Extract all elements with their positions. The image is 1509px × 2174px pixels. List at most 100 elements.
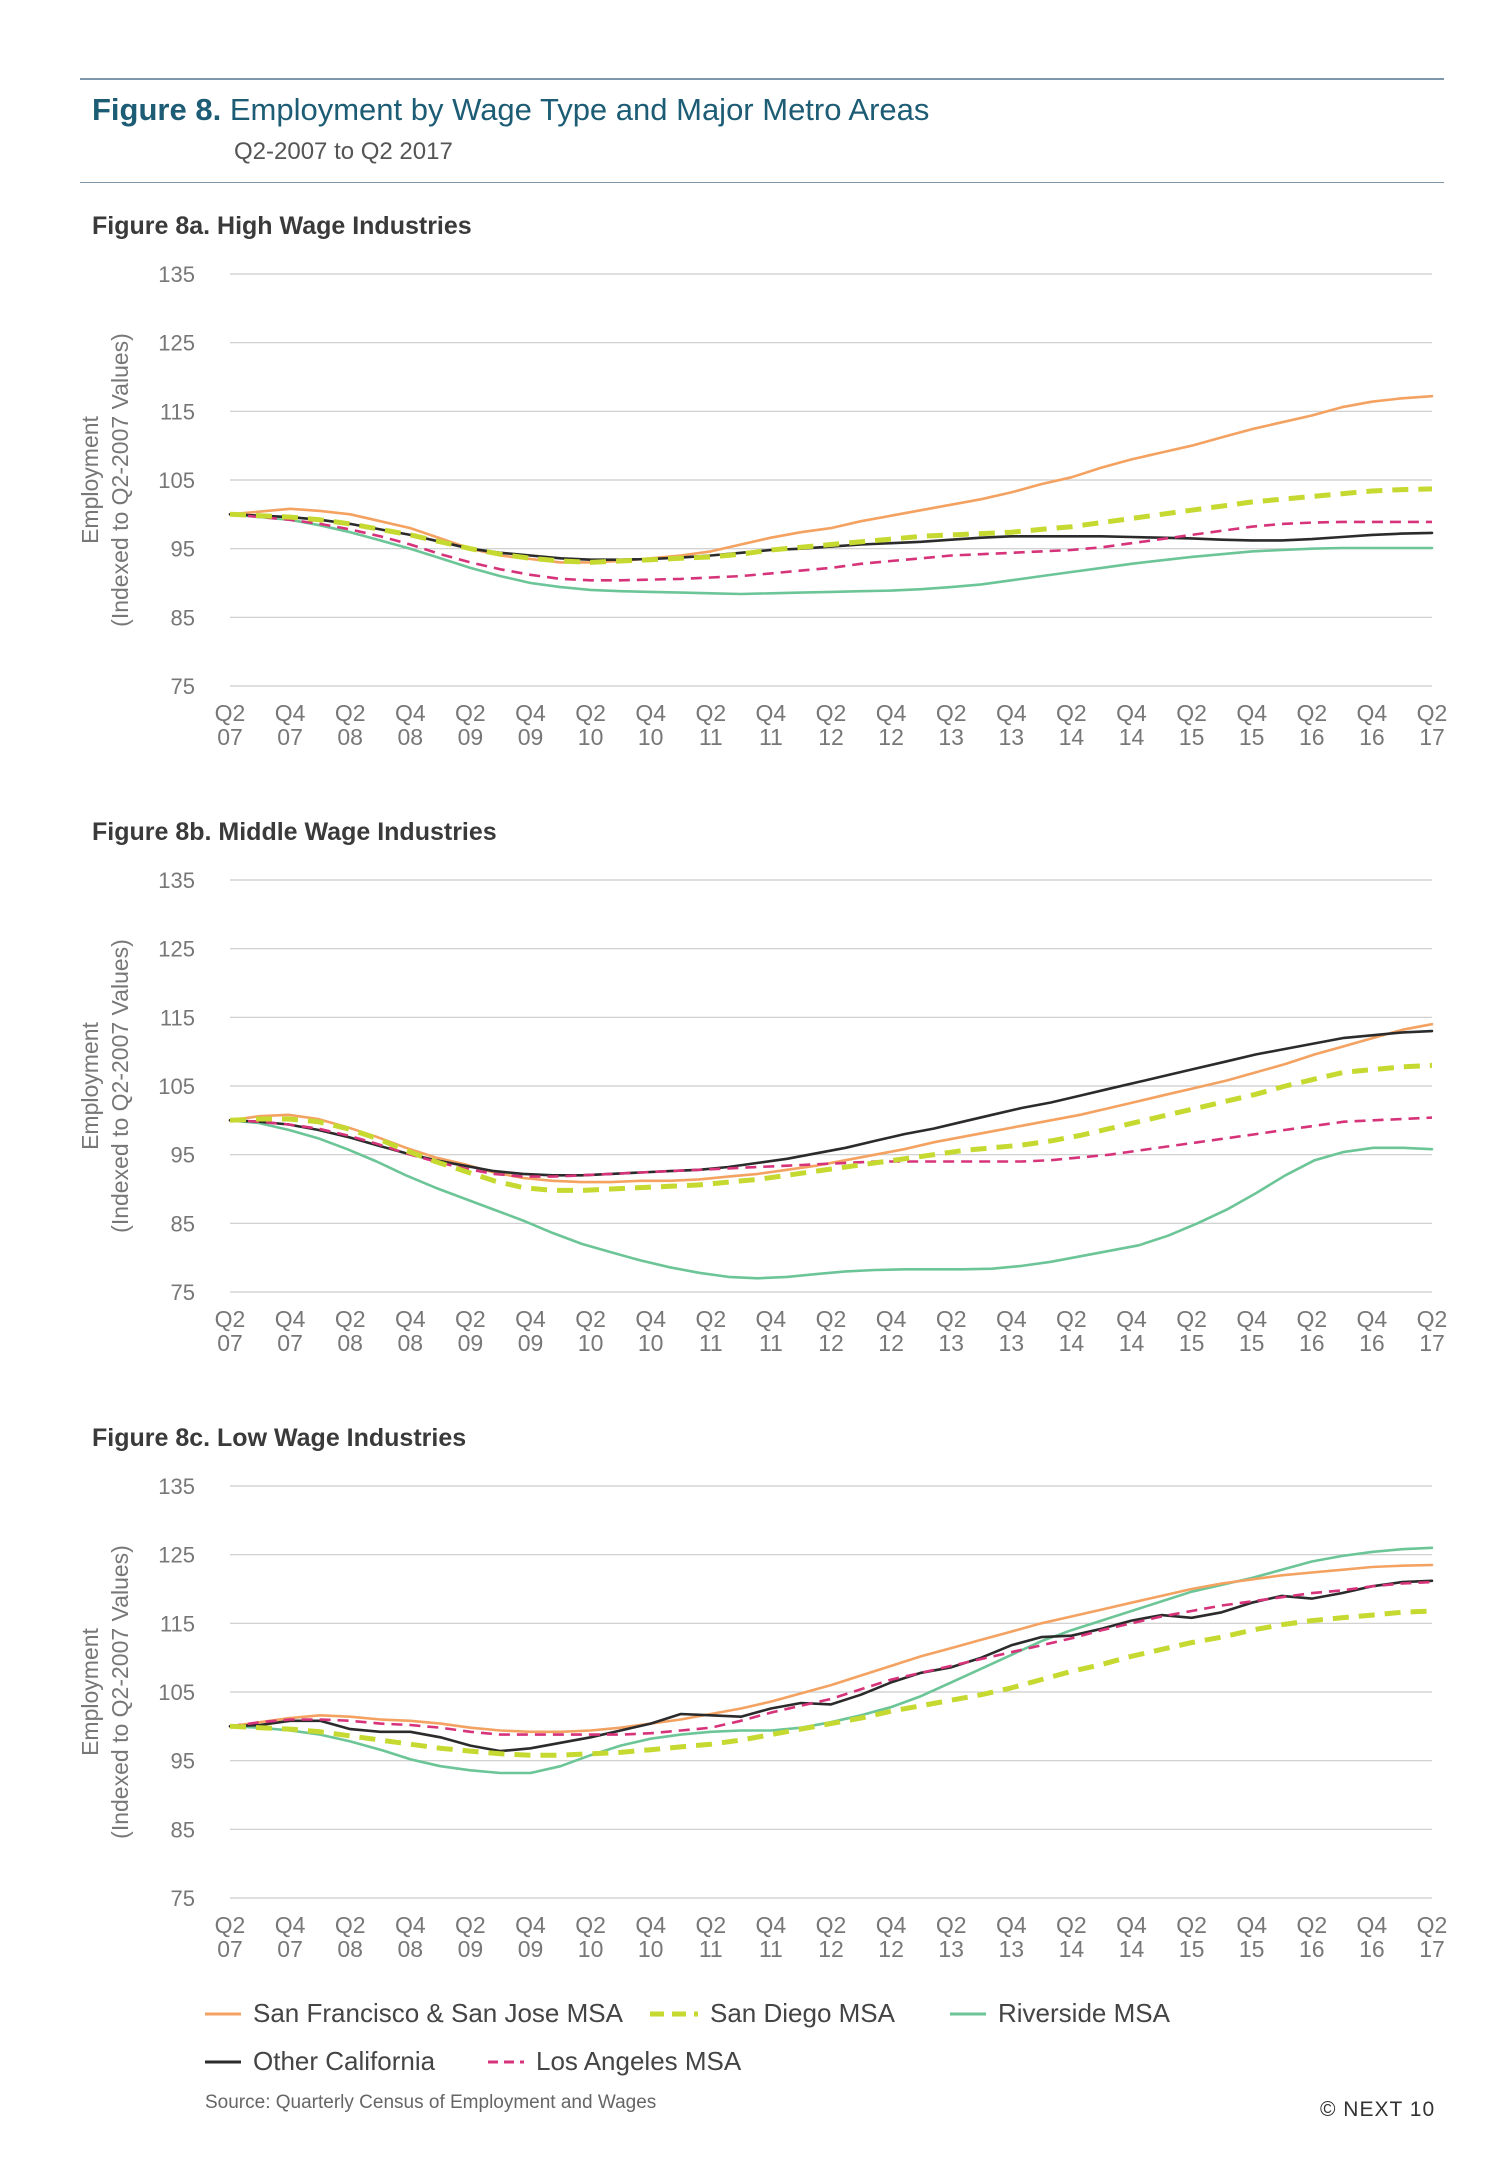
chart-low-wage: 135 125 115 105 95 85 75 Employment (Indexed to …	[77, 1474, 1447, 1962]
legend-label-riverside: Riverside MSA	[998, 1998, 1170, 2028]
x-tick-label: Q2	[1296, 700, 1327, 726]
x-tick-label-year: 17	[1419, 1330, 1445, 1356]
y-tick-label: 115	[160, 1611, 195, 1636]
x-tick-label-year: 07	[277, 1330, 303, 1356]
x-tick-label-year: 16	[1299, 724, 1325, 750]
y-tick-label: 125	[158, 1543, 195, 1568]
x-tick-label-year: 09	[518, 724, 544, 750]
series-line	[229, 1116, 1433, 1178]
x-tick-label: Q2	[455, 1912, 486, 1938]
x-tick-label-year: 08	[398, 724, 424, 750]
x-tick-label: Q4	[1116, 1306, 1147, 1332]
x-tick-label: Q2	[1056, 1912, 1087, 1938]
x-tick-label-year: 12	[818, 1330, 844, 1356]
x-tick-label-year: 09	[518, 1936, 544, 1962]
x-tick-label: Q4	[515, 1306, 546, 1332]
x-tick-label-year: 07	[217, 724, 243, 750]
legend-swatch-la	[488, 2060, 524, 2063]
x-tick-label-year: 07	[217, 1330, 243, 1356]
legend-label-la: Los Angeles MSA	[536, 2046, 742, 2076]
x-tick-label-year: 10	[638, 724, 664, 750]
y-axis-label: Employment	[77, 415, 103, 543]
chart-high-wage: 135 125 115 105 95 85 75 Employment (Indexed to …	[77, 262, 1447, 750]
chart-b-title: Figure 8b. Middle Wage Industries	[92, 818, 497, 846]
y-tick-label: 105	[158, 468, 195, 493]
x-tick-label: Q4	[996, 1306, 1027, 1332]
series-line	[228, 1118, 1434, 1280]
x-tick-label: Q4	[756, 700, 787, 726]
x-tick-label-year: 10	[578, 724, 604, 750]
x-tick-label: Q2	[1417, 1306, 1448, 1332]
figure-label: Figure 8.	[92, 92, 222, 127]
y-tick-label: 105	[158, 1680, 195, 1705]
x-tick-label-year: 11	[759, 1330, 783, 1356]
x-tick-label: Q2	[335, 1306, 366, 1332]
x-tick-label-year: 16	[1299, 1936, 1325, 1962]
x-tick-label-year: 15	[1239, 724, 1265, 750]
y-axis-label-sub: (Indexed to Q2-2007 Values)	[107, 333, 133, 627]
chart-middle-wage: 135 125 115 105 95 85 75 Employment (Indexed to …	[77, 868, 1448, 1356]
x-tick-label-year: 15	[1239, 1330, 1265, 1356]
legend-item-sd: San Diego MSA	[650, 1998, 895, 2029]
x-tick-label-year: 08	[398, 1330, 424, 1356]
y-tick-label: 115	[160, 1005, 195, 1030]
x-tick-label-year: 17	[1419, 1936, 1445, 1962]
x-tick-label-year: 12	[818, 1936, 844, 1962]
x-tick-label-year: 10	[578, 1330, 604, 1356]
x-tick-label: Q4	[996, 700, 1027, 726]
x-tick-label: Q2	[816, 1306, 847, 1332]
x-tick-label-year: 14	[1059, 1936, 1085, 1962]
x-tick-label: Q2	[455, 1306, 486, 1332]
y-tick-label: 85	[171, 1211, 195, 1236]
y-tick-label: 125	[158, 331, 195, 356]
x-tick-label: Q2	[936, 1912, 967, 1938]
figure-subtitle: Q2-2007 to Q2 2017	[234, 138, 453, 165]
x-tick-label: Q4	[1357, 700, 1388, 726]
x-tick-label: Q2	[215, 1306, 246, 1332]
x-tick-label: Q4	[1357, 1306, 1388, 1332]
x-tick-label: Q2	[1296, 1912, 1327, 1938]
y-tick-label: 115	[160, 399, 195, 424]
x-tick-label-year: 12	[878, 1936, 904, 1962]
x-tick-label: Q4	[395, 1912, 426, 1938]
x-tick-label-year: 14	[1059, 1330, 1085, 1356]
x-tick-label-year: 14	[1119, 1330, 1145, 1356]
x-tick-label-year: 10	[638, 1936, 664, 1962]
x-tick-label: Q2	[335, 1912, 366, 1938]
x-tick-label: Q2	[455, 700, 486, 726]
x-tick-label-year: 11	[759, 1936, 783, 1962]
x-tick-label-year: 13	[999, 1330, 1025, 1356]
x-tick-label: Q4	[876, 1306, 907, 1332]
x-tick-label: Q4	[395, 1306, 426, 1332]
x-tick-label: Q2	[335, 700, 366, 726]
x-tick-label: Q2	[695, 1912, 726, 1938]
x-tick-label: Q4	[1236, 700, 1267, 726]
chart-c-title: Figure 8c. Low Wage Industries	[92, 1424, 467, 1452]
x-tick-label: Q2	[575, 1912, 606, 1938]
x-tick-label-year: 09	[458, 1936, 484, 1962]
x-tick-label-year: 12	[878, 724, 904, 750]
y-tick-label: 85	[171, 1817, 195, 1842]
x-tick-label-year: 12	[878, 1330, 904, 1356]
x-tick-label: Q4	[996, 1912, 1027, 1938]
y-tick-label: 75	[171, 674, 195, 699]
x-tick-label-year: 15	[1239, 1936, 1265, 1962]
x-tick-label-year: 10	[578, 1936, 604, 1962]
series-line	[229, 513, 1432, 582]
x-tick-label-year: 14	[1119, 1936, 1145, 1962]
legend-item-riverside: Riverside MSA	[950, 1998, 1170, 2029]
x-tick-label-year: 09	[458, 1330, 484, 1356]
x-tick-label: Q4	[1116, 1912, 1147, 1938]
legend-swatch-sf	[205, 2012, 241, 2015]
x-tick-label: Q4	[1236, 1306, 1267, 1332]
x-tick-label: Q2	[816, 1912, 847, 1938]
x-tick-label: Q2	[936, 1306, 967, 1332]
x-tick-label-year: 15	[1179, 724, 1205, 750]
x-tick-label-year: 09	[458, 724, 484, 750]
x-tick-label-year: 13	[938, 724, 964, 750]
x-tick-label: Q2	[215, 700, 246, 726]
legend-label-other: Other California	[253, 2046, 436, 2076]
series-line	[228, 1546, 1434, 1775]
legend-swatch-riverside	[950, 2012, 986, 2015]
x-tick-label-year: 16	[1299, 1330, 1325, 1356]
